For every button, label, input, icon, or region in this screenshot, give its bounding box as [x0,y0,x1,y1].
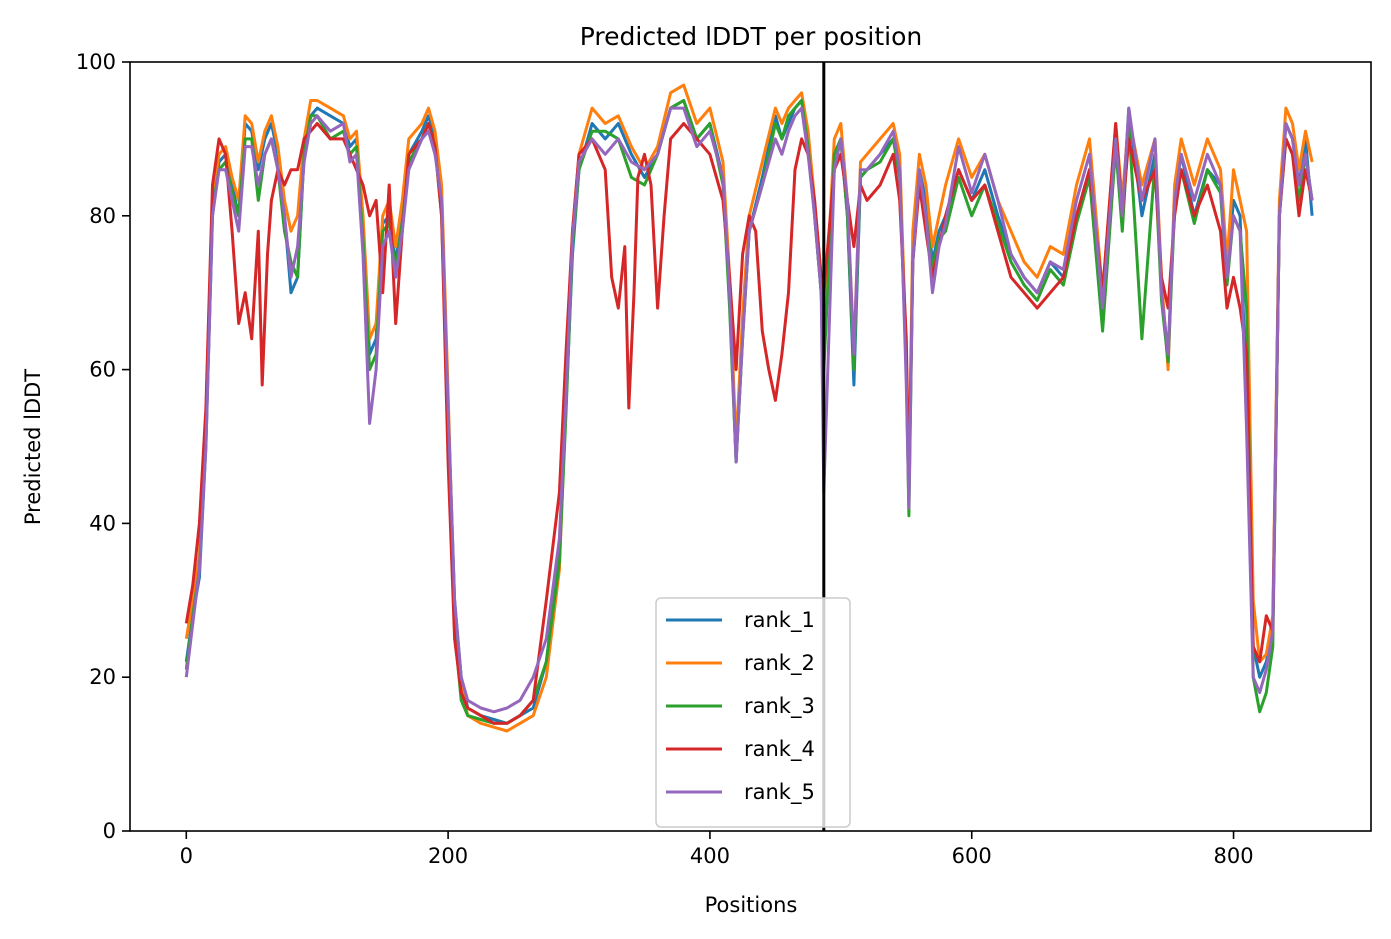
y-tick-label: 20 [89,665,116,689]
x-tick-label: 0 [180,844,193,868]
legend-label-rank_1: rank_1 [744,608,815,633]
y-tick-label: 40 [89,511,116,535]
series-line-rank_5 [184,106,1314,714]
plot-area: 0 200 400 600 800 0 20 40 60 80 100 rank_1 rank_2ran… [76,50,1372,868]
x-tick-label: 400 [690,844,730,868]
legend-label-rank_5: rank_5 [744,780,815,805]
x-tick-label: 800 [1214,844,1254,868]
y-tick-label: 0 [103,819,116,843]
y-axis-title: Predicted lDDT [21,369,45,525]
legend-label-rank_3: rank_3 [744,694,815,719]
legend-label-rank_2: rank_2 [744,651,815,676]
legend-label-rank_4: rank_4 [744,737,815,762]
chart-title: Predicted lDDT per position [580,22,922,51]
plot-frame [129,61,1372,832]
x-tick-label: 600 [952,844,992,868]
legend-box [655,597,851,828]
y-tick-label: 100 [76,50,116,74]
x-axis-title: Positions [705,893,798,917]
series-line-rank_4 [184,122,1314,725]
y-tick-label: 80 [89,204,116,228]
y-tick-label: 60 [89,358,116,382]
x-tick-label: 200 [428,844,468,868]
